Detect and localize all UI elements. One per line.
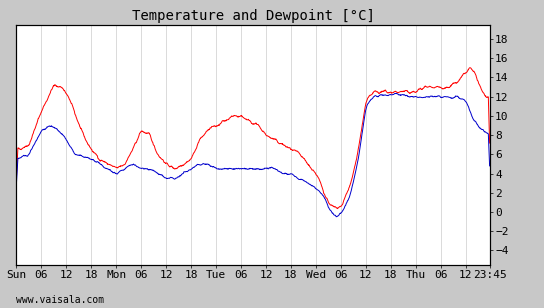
Title: Temperature and Dewpoint [°C]: Temperature and Dewpoint [°C] xyxy=(132,10,374,23)
Text: www.vaisala.com: www.vaisala.com xyxy=(16,295,104,305)
